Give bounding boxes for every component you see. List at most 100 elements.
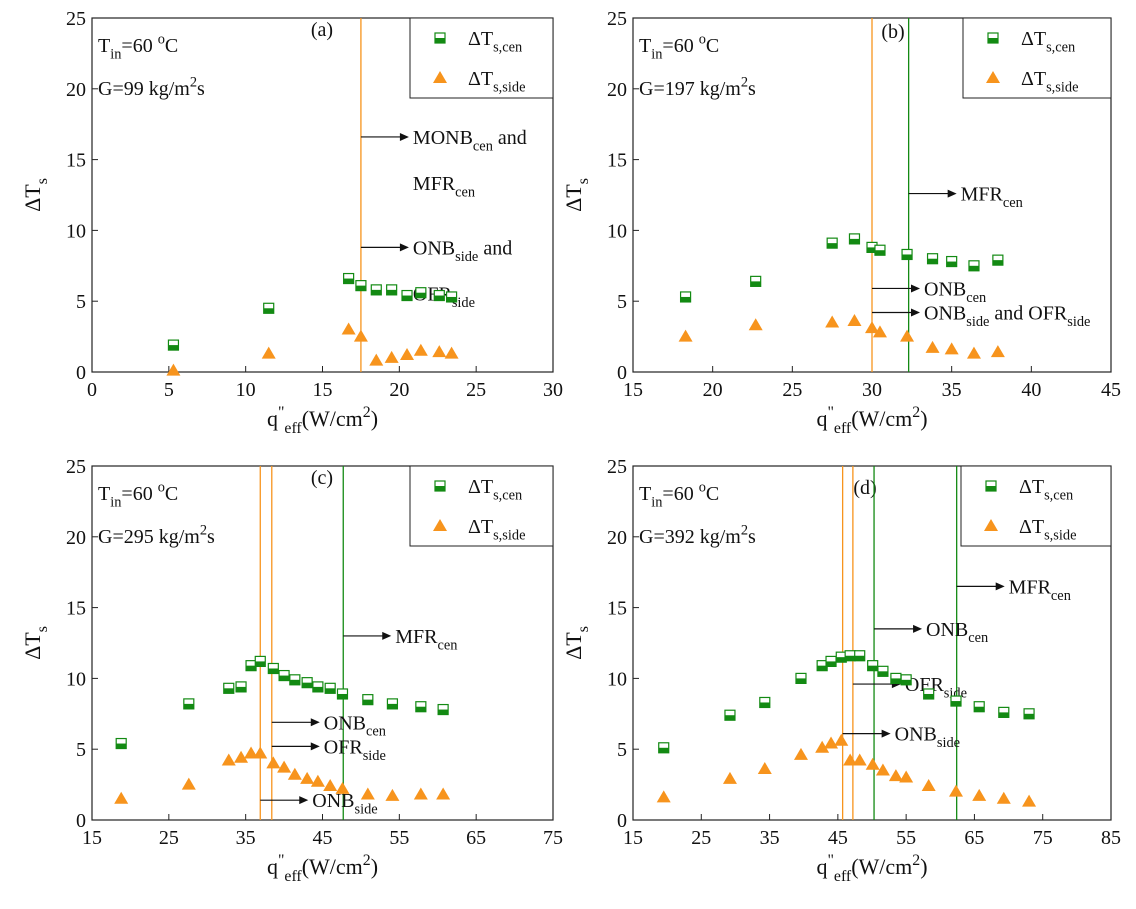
marker-half (435, 486, 445, 491)
info-text-part: G=392 kg/m (639, 526, 741, 548)
annotation-text-part: cen (437, 637, 457, 653)
annotation-text-part: and OFR (989, 303, 1067, 325)
marker-half (116, 743, 127, 749)
annotation-text-part: ONB (895, 724, 937, 746)
x-tick-label: 35 (236, 827, 256, 849)
y-axis-label-part: ΔT (561, 632, 586, 660)
square-marker (362, 694, 374, 706)
x-axis-label: q"eff(W/cm2) (816, 852, 927, 885)
triangle-marker (384, 350, 399, 363)
info-text-part: =60 (121, 35, 157, 57)
y-tick-label: 20 (66, 79, 86, 101)
legend-marker (984, 519, 998, 531)
marker-half (849, 238, 860, 244)
marker-half (901, 679, 912, 685)
marker-half (750, 281, 761, 287)
triangle-marker (360, 787, 375, 800)
square-marker (992, 254, 1004, 266)
annotation-text-part: side (1067, 314, 1090, 330)
info-text-part: in (110, 46, 121, 62)
marker-half (1024, 713, 1035, 719)
triangle-marker (323, 779, 338, 792)
legend-label-part: ΔT (1019, 476, 1044, 498)
x-tick-label: 65 (466, 827, 486, 849)
legend-box (960, 465, 1112, 547)
triangle-marker (277, 760, 292, 773)
legend-label: ΔTs,side (468, 516, 525, 543)
legend-label-part: ΔT (468, 476, 493, 498)
marker-half (845, 655, 856, 661)
square-marker (848, 233, 861, 245)
marker-half (867, 665, 878, 671)
triangle-marker (847, 314, 862, 327)
annotation-text-part: MFR (395, 626, 438, 648)
y-tick-label: 15 (607, 150, 627, 172)
x-axis-label-part: (W/cm (851, 854, 912, 879)
triangle-marker (413, 787, 428, 800)
legend-marker (987, 32, 999, 44)
square-marker (998, 706, 1010, 718)
annotation-text-part: ONB (312, 790, 354, 812)
triangle-marker (385, 788, 400, 801)
square-marker (386, 698, 399, 710)
annotation-text-part: side (937, 735, 960, 751)
marker-half (968, 265, 979, 271)
marker-half (877, 671, 888, 677)
legend-label-part: s,cen (1046, 39, 1075, 55)
info-text-part: s (197, 78, 205, 100)
marker-half (415, 706, 426, 712)
legend-box (409, 465, 554, 547)
x-tick-label: 15 (82, 827, 102, 849)
marker-half (950, 701, 961, 707)
x-tick-label: 55 (896, 827, 916, 849)
square-marker (926, 253, 939, 265)
marker-half (874, 250, 885, 256)
marker-half (974, 706, 985, 712)
triangle-marker (114, 791, 129, 804)
triangle-marker (925, 340, 940, 353)
legend-label: ΔTs,cen (468, 28, 522, 55)
arrow-head (310, 718, 320, 727)
marker-half (435, 38, 445, 43)
marker-half (658, 747, 669, 753)
triangle-marker (244, 746, 259, 759)
info-text-part: o (158, 480, 165, 496)
annotation-text-part: side (966, 314, 989, 330)
x-tick-label: 25 (782, 379, 802, 401)
x-axis-label-part: eff (834, 420, 852, 437)
x-tick-label: 45 (313, 827, 333, 849)
annotation-text-part: ONB (924, 303, 966, 325)
x-tick-label: 45 (828, 827, 848, 849)
x-tick-label: 65 (964, 827, 984, 849)
triangle-marker (413, 343, 428, 356)
y-tick-label: 0 (76, 362, 86, 384)
square-marker (235, 681, 247, 693)
y-tick-label: 25 (607, 456, 627, 478)
legend-box (409, 17, 554, 99)
marker-half (402, 295, 413, 301)
marker-half (446, 296, 457, 302)
legend-label-part: s,side (1046, 79, 1078, 95)
x-axis-label-part: 2 (912, 852, 920, 869)
square-marker (874, 244, 886, 256)
x-tick-label: 25 (691, 827, 711, 849)
triangle-marker (656, 790, 671, 803)
triangle-marker (948, 784, 963, 797)
marker-half (236, 686, 247, 692)
triangle-marker (852, 753, 867, 766)
plot-frame (632, 465, 1112, 821)
x-axis-label-part: q (267, 854, 278, 879)
x-tick-label: 15 (623, 379, 643, 401)
triangle-marker (748, 318, 763, 331)
square-marker (890, 672, 902, 685)
annotation-text: ONBcen (924, 278, 986, 305)
square-marker (679, 291, 692, 303)
annotation-text: ONBcen (926, 619, 988, 646)
legend-label-part: s,cen (493, 39, 522, 55)
x-axis-label-part: " (278, 852, 284, 869)
x-axis-label: q"eff(W/cm2) (267, 404, 378, 437)
triangle-marker (678, 329, 693, 342)
square-marker (312, 681, 324, 693)
marker-half (986, 486, 996, 491)
